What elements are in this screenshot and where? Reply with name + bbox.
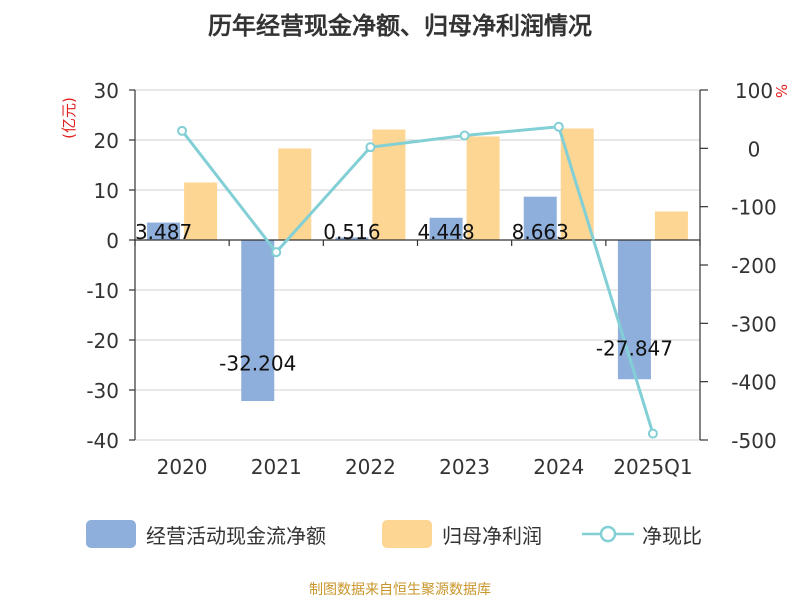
legend-swatch-cashflow [86, 520, 136, 548]
legend-label-ratio: 净现比 [642, 523, 702, 548]
ratio-point [553, 121, 564, 132]
ratio-point [177, 125, 188, 136]
y-right-axis-title: % [772, 84, 790, 98]
y-right-tick-label: 0 [748, 137, 761, 161]
ratio-point [459, 130, 470, 141]
ratio-line-path [180, 125, 655, 435]
y-right-tick-label: 100 [735, 79, 773, 103]
y-left-tick-label: -10 [86, 279, 119, 303]
y-right-tick-label: -500 [731, 429, 776, 453]
x-tick-label: 2022 [345, 455, 396, 479]
legend-swatch-ratio [582, 525, 634, 543]
y-left-tick-label: -30 [86, 379, 119, 403]
y-left-tick-label: 30 [94, 79, 119, 103]
ratio-line [177, 121, 658, 439]
data-label-cashflow: -27.847 [596, 336, 673, 360]
axes [129, 89, 708, 441]
y-left-tick-label: 0 [106, 229, 119, 253]
x-tick-label: 2025Q1 [613, 455, 692, 479]
y-left-tick-label: 20 [94, 129, 119, 153]
bar-cashflow [523, 196, 557, 240]
bar-net-profit [466, 136, 500, 240]
ratio-point [271, 247, 282, 258]
legend-swatch-net-profit [382, 520, 432, 548]
data-labels: 3.487 -32.204 0.516 4.448 8.663 -27.847 [135, 220, 673, 376]
x-tick-label: 2024 [533, 455, 584, 479]
bar-cashflow [147, 222, 181, 240]
x-tick-label: 2023 [439, 455, 490, 479]
ratio-point [365, 142, 376, 153]
y-right-tick-label: -100 [731, 196, 776, 220]
data-label-cashflow: 4.448 [417, 220, 474, 244]
legend-label-cashflow: 经营活动现金流净额 [146, 523, 326, 548]
y-left-tick-label: -20 [86, 329, 119, 353]
data-label-cashflow: 8.663 [512, 220, 569, 244]
bar-net-profit [654, 211, 688, 240]
bar-net-profit [184, 182, 218, 240]
bar-cashflow [335, 237, 369, 240]
legend-item-cashflow[interactable]: 经营活动现金流净额 [86, 518, 326, 550]
tick-labels: 3020100-10-20-30-401000-100-200-300-400-… [86, 79, 776, 479]
bar-net-profit [278, 148, 312, 240]
y-left-axis-title: (亿元) [60, 97, 78, 139]
y-left-tick-label: -40 [86, 429, 119, 453]
bars [147, 128, 688, 402]
legend-item-net-profit[interactable]: 归母净利润 [382, 518, 542, 550]
bar-cashflow [429, 217, 463, 240]
source-note: 制图数据来自恒生聚源数据库 [309, 582, 491, 598]
data-label-cashflow: 3.487 [135, 220, 192, 244]
legend-label-net-profit: 归母净利润 [442, 523, 542, 548]
y-right-tick-label: -200 [731, 254, 776, 278]
y-right-tick-label: -400 [731, 371, 776, 395]
ratio-point [647, 428, 658, 439]
chart-title: 历年经营现金净额、归母净利润情况 [208, 12, 592, 40]
bar-cashflow [241, 240, 275, 402]
y-left-tick-label: 10 [94, 179, 119, 203]
bar-cashflow [617, 240, 651, 380]
y-right-tick-label: -300 [731, 312, 776, 336]
x-tick-label: 2020 [157, 455, 208, 479]
x-tick-label: 2021 [251, 455, 302, 479]
data-label-cashflow: 0.516 [323, 220, 380, 244]
legend-item-ratio[interactable]: 净现比 [582, 518, 702, 550]
data-label-cashflow: -32.204 [219, 352, 296, 376]
bar-net-profit [372, 129, 406, 240]
